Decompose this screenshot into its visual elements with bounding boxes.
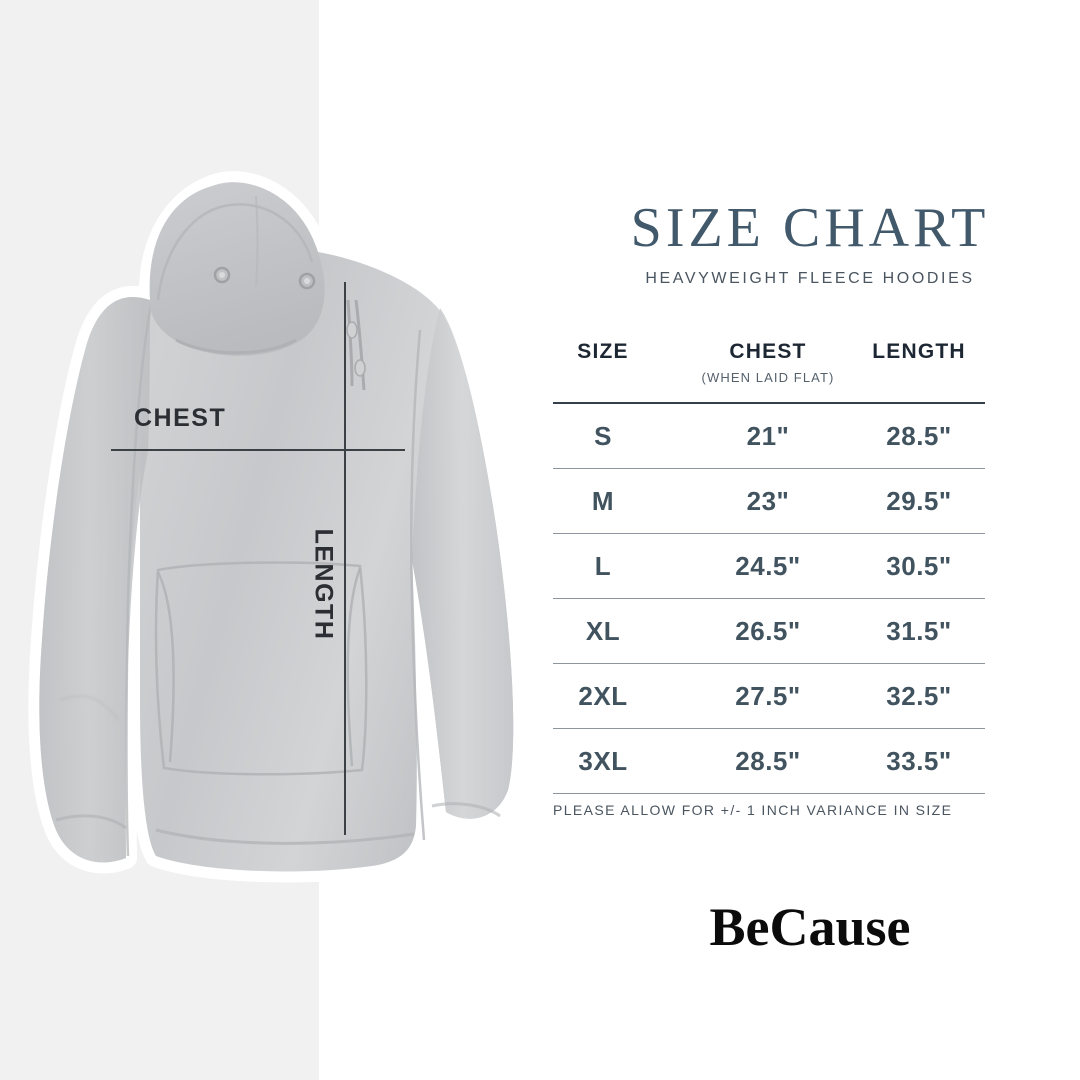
cell-size: L bbox=[594, 551, 612, 581]
cell-chest: 26.5" bbox=[735, 616, 801, 646]
drawstring-grommet-right bbox=[298, 272, 316, 290]
kangaroo-pocket bbox=[154, 561, 368, 776]
hoodie-illustration bbox=[39, 182, 514, 872]
table-row: M 23" 29.5" bbox=[553, 469, 985, 533]
hoodie-right-sleeve bbox=[412, 308, 514, 819]
page-title: SIZE CHART bbox=[630, 197, 990, 259]
table-row-divider bbox=[553, 728, 985, 729]
table-row-divider bbox=[553, 533, 985, 534]
table-header-row: SIZE CHEST LENGTH (WHEN LAID FLAT) bbox=[553, 340, 985, 402]
column-header-size: SIZE bbox=[577, 340, 629, 363]
cell-chest: 24.5" bbox=[735, 551, 801, 581]
product-image-area: CHEST LENGTH bbox=[39, 182, 514, 872]
drawstring-tip-right bbox=[354, 359, 366, 377]
hem-ribbing bbox=[155, 828, 415, 845]
hoodie-left-sleeve bbox=[39, 296, 150, 863]
drawstring-grommet-left bbox=[213, 266, 231, 284]
cell-size: S bbox=[594, 421, 612, 451]
drawstrings bbox=[346, 299, 366, 391]
column-header-length: LENGTH bbox=[872, 340, 966, 363]
table-row: S 21" 28.5" bbox=[553, 404, 985, 468]
brand-logo: BeCause bbox=[709, 897, 911, 957]
cell-chest: 27.5" bbox=[735, 681, 801, 711]
size-table: SIZE CHEST LENGTH (WHEN LAID FLAT) S 21"… bbox=[553, 340, 985, 794]
cell-length: 33.5" bbox=[886, 746, 952, 776]
chest-measurement-note: (WHEN LAID FLAT) bbox=[701, 370, 835, 385]
cell-size: 3XL bbox=[578, 746, 628, 776]
table-bottom-rule bbox=[553, 793, 985, 794]
page-subtitle: HEAVYWEIGHT FLEECE HOODIES bbox=[645, 270, 975, 287]
cell-size: M bbox=[591, 486, 615, 516]
table-row-divider bbox=[553, 598, 985, 599]
chest-measure-label: CHEST bbox=[134, 404, 227, 432]
cell-length: 32.5" bbox=[886, 681, 952, 711]
length-measure-line bbox=[344, 282, 346, 835]
cell-chest: 21" bbox=[746, 421, 790, 451]
variance-note: PLEASE ALLOW FOR +/- 1 INCH VARIANCE IN … bbox=[553, 802, 953, 818]
cell-size: XL bbox=[585, 616, 621, 646]
table-row-divider bbox=[553, 663, 985, 664]
chest-measure-line bbox=[111, 449, 405, 451]
cell-length: 30.5" bbox=[886, 551, 952, 581]
table-row: 3XL 28.5" 33.5" bbox=[553, 729, 985, 793]
cell-length: 31.5" bbox=[886, 616, 952, 646]
cell-chest: 28.5" bbox=[735, 746, 801, 776]
table-row-divider bbox=[553, 468, 985, 469]
table-row: XL 26.5" 31.5" bbox=[553, 599, 985, 663]
hoodie-hood bbox=[149, 182, 325, 356]
size-chart-panel: SIZE CHART HEAVYWEIGHT FLEECE HOODIES SI… bbox=[540, 0, 1080, 1080]
cell-length: 29.5" bbox=[886, 486, 952, 516]
table-row: L 24.5" 30.5" bbox=[553, 534, 985, 598]
cell-length: 28.5" bbox=[886, 421, 952, 451]
drawstring-tip-left bbox=[346, 321, 358, 339]
table-header-rule bbox=[553, 402, 985, 404]
cell-chest: 23" bbox=[746, 486, 790, 516]
column-header-chest: CHEST bbox=[729, 340, 807, 363]
length-measure-label: LENGTH bbox=[309, 528, 338, 641]
table-row: 2XL 27.5" 32.5" bbox=[553, 664, 985, 728]
cell-size: 2XL bbox=[578, 681, 628, 711]
